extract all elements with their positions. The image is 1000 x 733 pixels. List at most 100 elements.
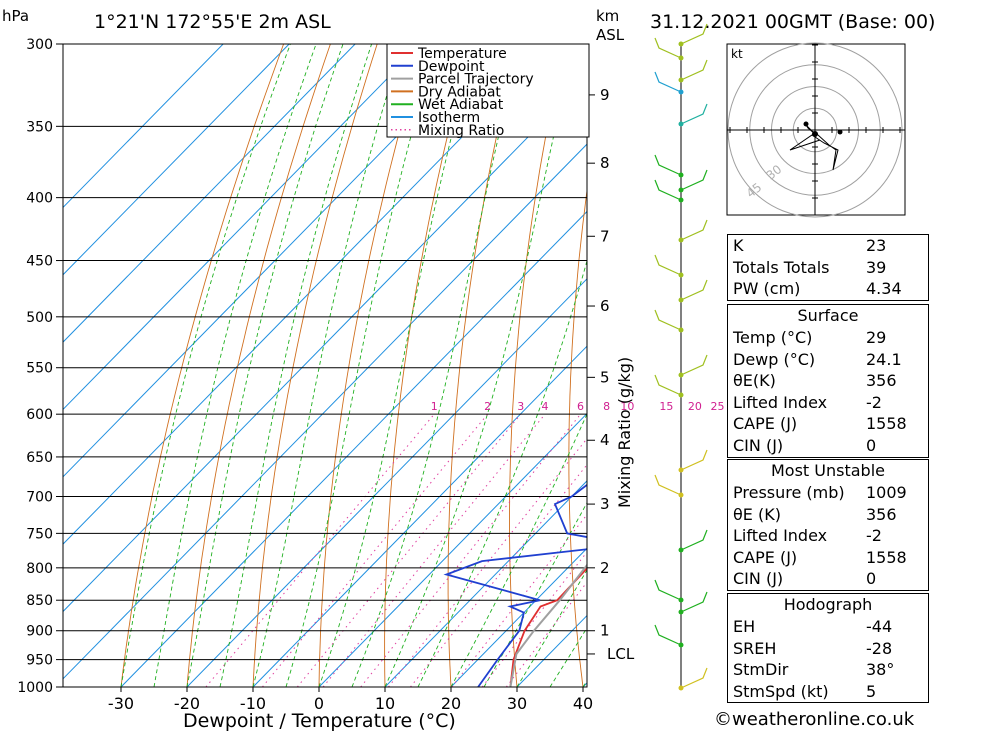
legend-label: Mixing Ratio [418, 123, 504, 139]
wind-barb [680, 279, 708, 301]
temperature-tick-label: 20 [441, 694, 461, 713]
temperature-tick-label: 40 [573, 694, 593, 713]
hodograph-point [837, 129, 843, 135]
hodograph-row: StmSpd (kt) 5 [733, 681, 877, 701]
wet-adiabat-line [450, 413, 587, 687]
surface-row: CAPE (J) 1558 [733, 414, 907, 434]
mixing-ratio-label: 20 [688, 400, 702, 413]
wind-barb [680, 529, 708, 551]
plot-frame [62, 43, 588, 688]
wind-barb [654, 254, 682, 276]
datetime-title: 31.12.2021 00GMT (Base: 00) [650, 11, 935, 33]
hodograph-row: EH -44 [733, 617, 893, 636]
isotherm-line [63, 44, 422, 411]
wind-barb [680, 219, 708, 241]
mixing-ratio-label: 3 [517, 400, 524, 413]
pressure-tick-label: 900 [26, 624, 53, 640]
pressure-tick-label: 350 [26, 119, 53, 135]
indices-table: K 23 Totals Totals 39 PW (cm) 4.34 [727, 234, 929, 301]
temperature-tick-label: -30 [108, 694, 134, 713]
most-unstable-row: θE (K) 356 [733, 504, 897, 524]
temperature-tick-label: 30 [507, 694, 527, 713]
wind-barb [680, 103, 708, 125]
most-unstable-row: CAPE (J) 1558 [733, 547, 907, 567]
mixing-ratio-label: 4 [542, 400, 549, 413]
hodograph-row: StmDir 38° [733, 660, 895, 680]
wind-barb [654, 309, 682, 331]
temperature-line [509, 567, 587, 687]
pressure-tick-label: 950 [26, 653, 53, 669]
index-row: Totals Totals 39 [733, 257, 887, 277]
wind-barb [680, 23, 708, 45]
asl-label: ASL [596, 26, 625, 44]
isotherm-line [63, 143, 587, 680]
mixing-ratio-line [296, 413, 522, 687]
dry-adiabat-line [120, 44, 285, 687]
pressure-tick-label: 550 [26, 361, 53, 377]
pressure-tick-label: 700 [26, 490, 53, 506]
wind-barb [654, 154, 682, 176]
wet-adiabat-line [285, 44, 438, 687]
km-tick-label: 9 [600, 86, 610, 104]
wet-adiabat-line [252, 44, 404, 687]
dewpoint-line [443, 483, 587, 687]
surface-title: Surface [797, 306, 859, 325]
dry-adiabat-line [985, 44, 1000, 687]
wind-barb [654, 624, 682, 646]
most-unstable-row: CIN (J) 0 [733, 569, 877, 589]
legend-label: Dewpoint [418, 59, 485, 75]
km-tick-label: 8 [600, 154, 610, 172]
pressure-tick-label: 300 [26, 37, 53, 53]
isotherm-line [63, 44, 356, 343]
legend-label: Isotherm [418, 110, 480, 126]
mixing-ratio-label: 2 [484, 400, 491, 413]
wind-barb [654, 37, 682, 59]
km-tick-label: 1 [600, 622, 610, 640]
parcel-trajectory-line [509, 563, 587, 687]
hodograph-storm-marker [812, 131, 818, 137]
mixing-ratio-axis-label: Mixing Ratio (g/kg) [615, 357, 634, 508]
temperature-tick-label: -10 [240, 694, 266, 713]
pressure-tick-label: 600 [26, 407, 53, 423]
km-tick-label: 7 [600, 227, 610, 245]
wet-adiabat-line [351, 44, 522, 687]
mixing-ratio-label: 25 [711, 400, 725, 413]
wind-barb [654, 71, 682, 93]
most-unstable-row: Lifted Index -2 [733, 526, 882, 546]
dry-adiabat-line [186, 44, 331, 687]
surface-table: Surface Temp (°C) 29 Dewp (°C) 24.1 θE(K) 3… [727, 304, 929, 458]
index-row: PW (cm) 4.34 [733, 279, 902, 299]
km-label: km [596, 7, 619, 25]
isotherm-line [63, 44, 290, 276]
isotherm-line [63, 76, 587, 613]
wind-barb [680, 354, 708, 376]
wind-barb [680, 59, 708, 81]
legend-label: Dry Adiabat [418, 84, 501, 100]
surface-row: Dewp (°C) 24.1 [733, 349, 902, 369]
pressure-tick-label: 400 [26, 191, 53, 207]
dry-adiabat-line [938, 44, 1000, 687]
lcl-label: LCL [607, 645, 635, 663]
pressure-unit-label: hPa [2, 7, 29, 25]
pressure-tick-label: 500 [26, 310, 53, 326]
pressure-tick-label: 800 [26, 561, 53, 577]
credit-link[interactable]: ©weatheronline.co.uk [714, 709, 915, 730]
km-tick-label: 5 [600, 368, 610, 386]
isotherm-line [120, 210, 587, 687]
mixing-ratio-label: 6 [577, 400, 584, 413]
temperature-tick-label: 0 [314, 694, 324, 713]
isotherm-line [63, 44, 488, 478]
surface-row: Temp (°C) 29 [733, 328, 887, 347]
hodograph-table: Hodograph EH -44 SREH -28 StmDir 38° StmSpd… [727, 593, 929, 704]
hodograph-table-title: Hodograph [783, 595, 873, 614]
temperature-tick-label: 10 [375, 694, 395, 713]
mixing-ratio-label: 10 [620, 400, 634, 413]
index-row: K 23 [733, 236, 887, 255]
wind-barb [680, 667, 708, 689]
pressure-tick-label: 1000 [17, 680, 53, 696]
hodograph-point [803, 121, 809, 127]
wind-barb [654, 374, 682, 396]
most-unstable-row: Pressure (mb) 1009 [733, 483, 907, 502]
